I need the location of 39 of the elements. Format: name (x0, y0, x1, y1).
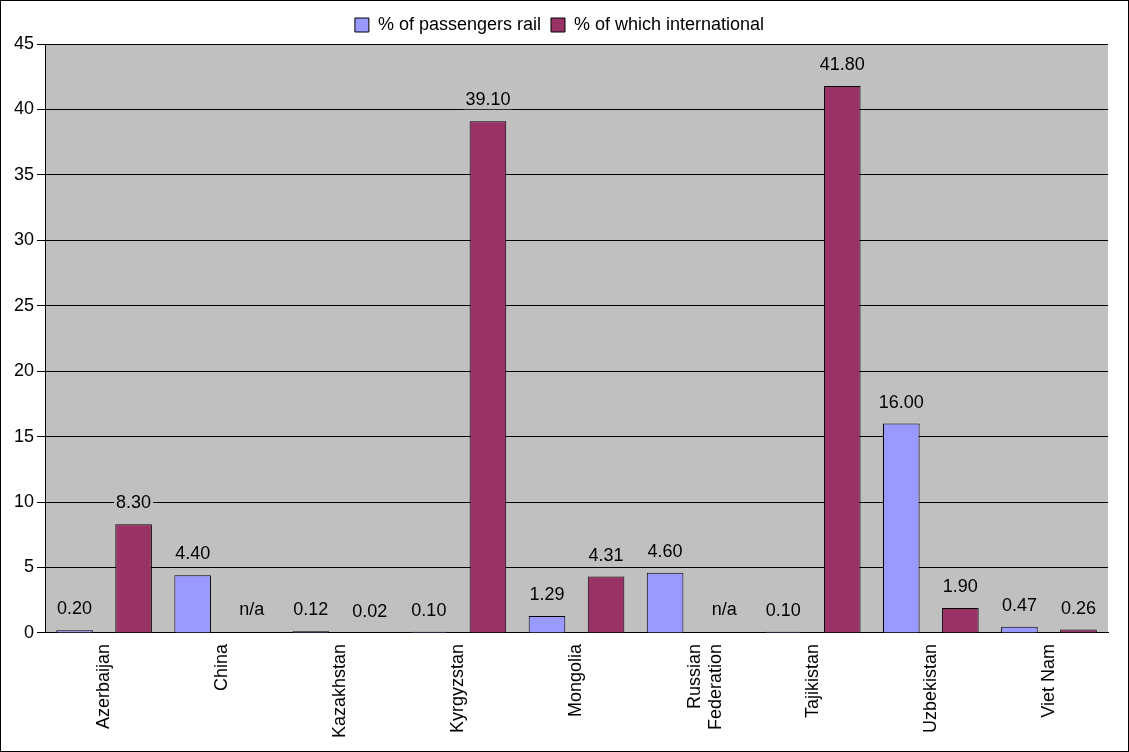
data-label: 41.80 (819, 53, 865, 74)
data-label: 1.29 (529, 584, 565, 605)
y-tick-label: 10 (13, 491, 35, 512)
data-label: 4.60 (647, 540, 683, 561)
x-tick-label: China (211, 642, 232, 691)
y-tick-label: 30 (13, 229, 35, 250)
x-tick-label: Tajikistan (801, 643, 822, 718)
x-tick-label: Uzbekistan (919, 643, 940, 733)
data-label: 0.20 (57, 598, 93, 619)
data-label: 1.90 (942, 576, 978, 597)
data-label: 0.10 (411, 599, 447, 620)
x-tick-label: Azerbaijan (93, 643, 114, 729)
data-label: 16.00 (878, 391, 924, 412)
x-tick-label: Mongolia (565, 642, 586, 717)
data-label: 0.12 (293, 599, 329, 620)
data-label: 4.31 (588, 544, 624, 565)
data-label: 0.47 (1001, 594, 1037, 615)
legend-label: % of passengers rail (377, 13, 541, 34)
x-tick-label: Kazakhstan (329, 643, 350, 738)
data-label: 8.30 (116, 492, 152, 513)
x-tick-label: Russian Federation (683, 643, 726, 730)
data-label: 0.10 (765, 599, 801, 620)
y-tick-label: 45 (13, 32, 35, 53)
data-label: 0.02 (352, 600, 388, 621)
y-tick-label: 15 (13, 425, 35, 446)
y-tick-label: 20 (13, 360, 35, 381)
x-tick-label: Viet Nam (1037, 643, 1058, 718)
data-label: 39.10 (465, 89, 511, 110)
x-tick-label: Kyrgyzstan (447, 643, 468, 733)
y-tick-label: 0 (24, 621, 35, 642)
text: n/a (239, 598, 265, 619)
data-label: 4.40 (175, 543, 211, 564)
y-tick-label: 35 (13, 163, 35, 184)
y-tick-label: 5 (24, 556, 35, 577)
legend-label: % of which international (573, 13, 765, 34)
text: n/a (711, 598, 737, 619)
y-tick-label: 40 (13, 98, 35, 119)
data-label: 0.26 (1060, 597, 1096, 618)
y-tick-label: 25 (13, 294, 35, 315)
